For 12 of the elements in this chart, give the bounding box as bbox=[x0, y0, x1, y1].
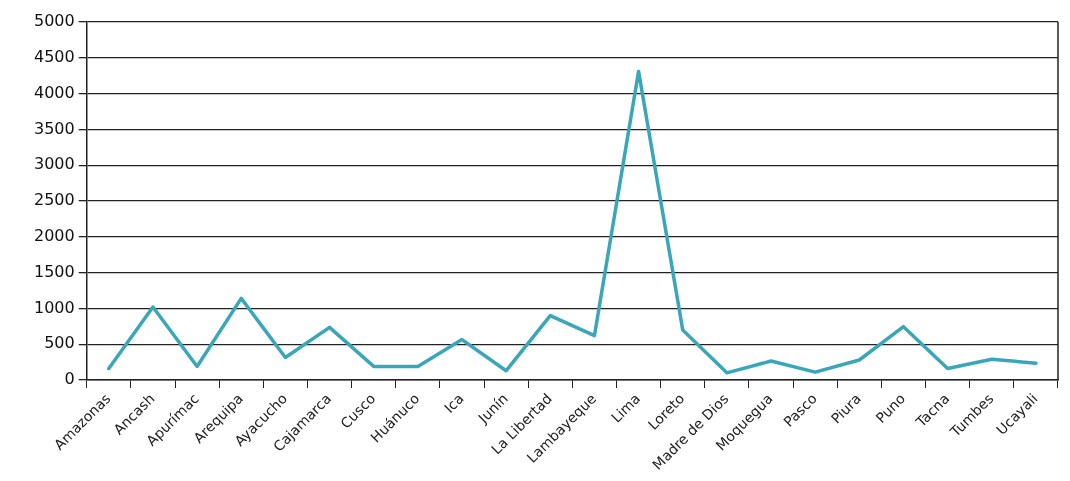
y-tick-label: 2000 bbox=[34, 225, 75, 245]
x-tick-label: Ica bbox=[440, 390, 467, 417]
y-tick-label: 4000 bbox=[34, 82, 75, 102]
y-tick-label: 500 bbox=[44, 333, 75, 353]
y-tick-label: 1000 bbox=[34, 297, 75, 317]
y-tick-label: 3500 bbox=[34, 118, 75, 138]
y-tick-label: 2500 bbox=[34, 190, 75, 210]
y-tick-label: 5000 bbox=[34, 11, 75, 31]
y-tick-label: 4500 bbox=[34, 46, 75, 66]
y-tick-label: 0 bbox=[64, 369, 75, 389]
y-tick-label: 1500 bbox=[34, 261, 75, 281]
y-tick-label: 3000 bbox=[34, 154, 75, 174]
